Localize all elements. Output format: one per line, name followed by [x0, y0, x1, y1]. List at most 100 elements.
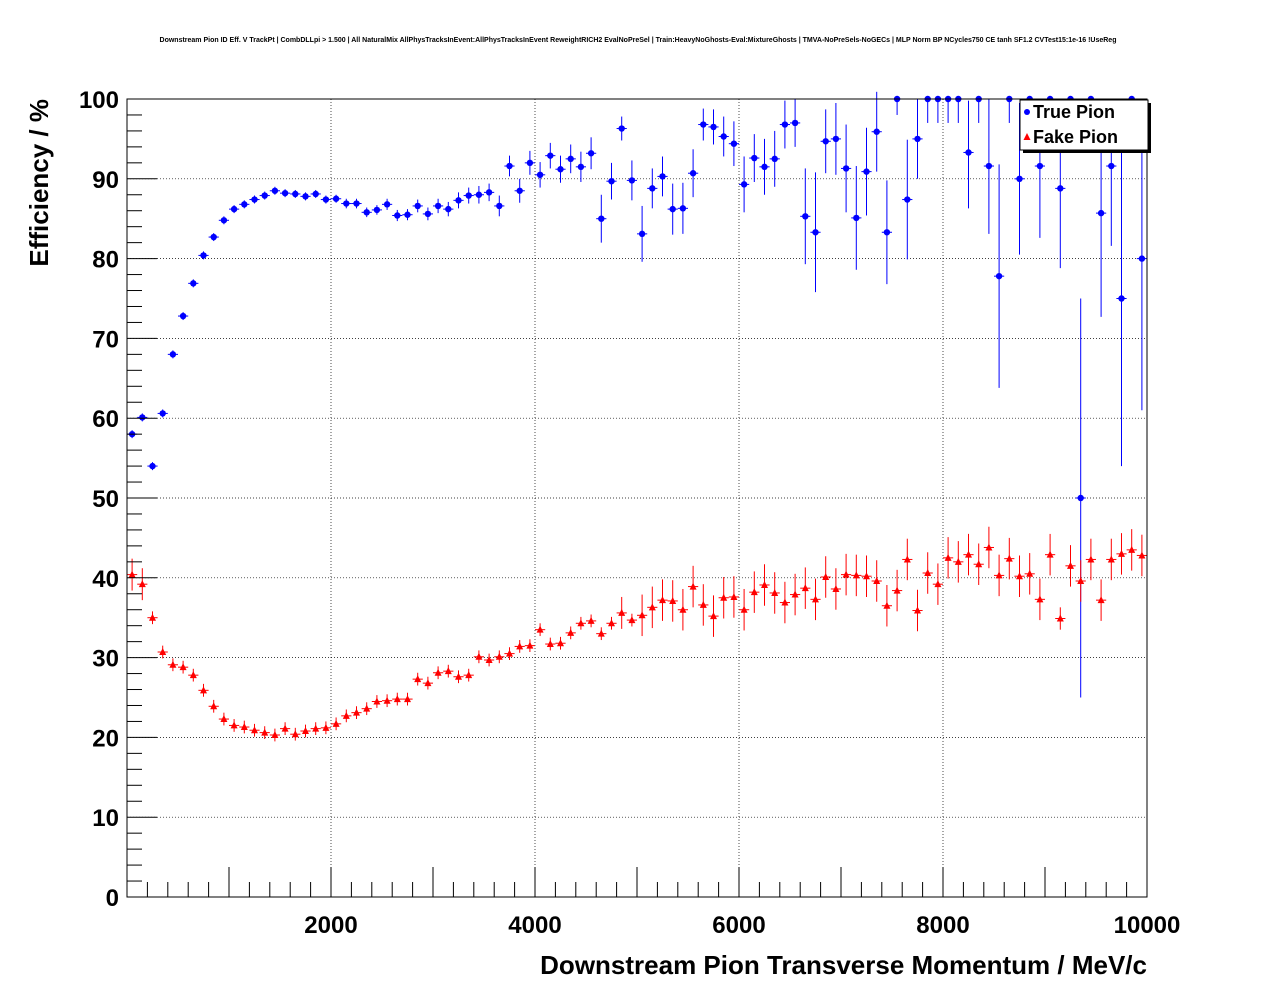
fake-pion-point: [149, 613, 156, 621]
fake-pion-point: [1056, 614, 1064, 622]
fake-pion-point: [628, 616, 636, 624]
true-pion-point: [608, 177, 615, 185]
true-pion-point: [373, 206, 381, 214]
fake-pion-point: [954, 557, 962, 565]
y-axis-label: Efficiency / %: [24, 99, 54, 267]
fake-pion-point: [740, 605, 748, 613]
true-pion-point: [832, 135, 840, 143]
grid-lines: [127, 99, 1147, 897]
x-tick-label: 8000: [916, 912, 969, 939]
true-pion-point: [914, 135, 921, 143]
true-pion-point: [1138, 255, 1146, 262]
true-pion-point: [791, 119, 799, 127]
fake-pion-point: [485, 655, 493, 663]
y-tick-label: 40: [92, 566, 119, 593]
fake-pion-point: [638, 611, 646, 619]
fake-pion-point: [138, 580, 146, 588]
true-pion-point: [516, 187, 523, 194]
fake-pion-point: [536, 625, 544, 633]
y-tick-label: 50: [92, 486, 119, 513]
true-pion-point: [771, 155, 778, 163]
true-pion-point: [577, 163, 585, 171]
true-pion-point: [904, 196, 911, 203]
fake-pion-point: [720, 593, 728, 601]
fake-pion-point: [750, 588, 758, 596]
fake-pion-point: [975, 560, 983, 568]
x-tick-label: 2000: [304, 912, 357, 939]
fake-pion-point: [1118, 549, 1125, 557]
fake-pion-legend-marker: [1023, 133, 1031, 140]
true-pion-point: [740, 181, 748, 188]
fake-pion-point: [363, 704, 371, 712]
x-tick-label: 10000: [1114, 912, 1181, 939]
fake-pion-point: [679, 605, 687, 613]
fake-pion-point: [189, 671, 197, 679]
fake-pion-point: [342, 711, 350, 719]
true-pion-point: [230, 205, 238, 213]
fake-pion-point: [281, 724, 289, 732]
fake-pion-point: [465, 671, 473, 679]
true-pion-point: [822, 138, 829, 145]
fake-pion-point: [648, 603, 656, 611]
true-pion-point: [995, 272, 1003, 280]
fake-pion-point: [944, 553, 952, 561]
fake-pion-point: [393, 695, 401, 703]
fake-pion-point: [985, 543, 993, 551]
true-pion-point: [271, 187, 279, 194]
true-pion-point: [618, 125, 625, 132]
true-pion-point: [404, 211, 411, 218]
chart-title: Downstream Pion ID Eff. V TrackPt | Comb…: [160, 37, 1117, 44]
true-pion-point: [751, 154, 758, 162]
true-pion-point: [965, 149, 972, 156]
true-pion-point: [414, 202, 421, 210]
fake-pion-point: [608, 619, 615, 627]
fake-pion-point: [771, 588, 779, 596]
fake-pion-point: [791, 590, 799, 598]
true-pion-point: [485, 189, 493, 196]
fake-pion-point: [567, 628, 575, 636]
true-pion-point: [251, 196, 258, 203]
fake-pion-point: [995, 571, 1003, 579]
y-tick-label: 60: [92, 406, 119, 433]
fake-pion-point: [903, 555, 911, 563]
true-pion-point: [465, 192, 472, 199]
fake-pion-point: [1016, 572, 1023, 580]
fake-pion-point: [1138, 551, 1146, 559]
fake-pion-point: [1036, 595, 1044, 603]
true-pion-point: [169, 351, 177, 358]
true-pion-point: [302, 193, 309, 200]
fake-pion-point: [822, 573, 830, 581]
true-pion-point: [343, 200, 350, 207]
fake-pion-point: [1005, 554, 1013, 562]
fake-pion-series: [127, 526, 1147, 742]
true-pion-point: [475, 191, 483, 198]
true-pion-point: [547, 152, 554, 159]
true-pion-point: [210, 233, 217, 241]
true-pion-point: [261, 192, 268, 199]
true-pion-point: [638, 230, 646, 238]
fake-pion-point: [434, 668, 442, 676]
true-pion-point: [332, 195, 340, 202]
fake-pion-point: [924, 569, 932, 577]
true-pion-point: [394, 212, 401, 219]
fake-pion-point: [322, 723, 330, 731]
true-pion-point: [190, 280, 197, 287]
fake-pion-point: [832, 584, 840, 592]
true-pion-point: [149, 462, 156, 470]
fake-pion-point: [914, 606, 921, 614]
true-pion-point: [720, 133, 727, 140]
x-axis-label: Downstream Pion Transverse Momentum / Me…: [540, 950, 1147, 980]
true-pion-point: [587, 150, 595, 157]
true-pion-point: [853, 214, 860, 222]
fake-pion-point: [1077, 576, 1085, 584]
fake-pion-point: [414, 675, 422, 683]
fake-pion-point: [801, 584, 809, 592]
fake-pion-point: [291, 730, 299, 738]
true-pion-point: [873, 128, 880, 135]
fake-pion-point: [852, 571, 860, 579]
y-tick-label: 20: [92, 725, 119, 752]
true-pion-point: [659, 173, 666, 180]
true-pion-point: [700, 121, 707, 128]
true-pion-point: [292, 190, 299, 198]
